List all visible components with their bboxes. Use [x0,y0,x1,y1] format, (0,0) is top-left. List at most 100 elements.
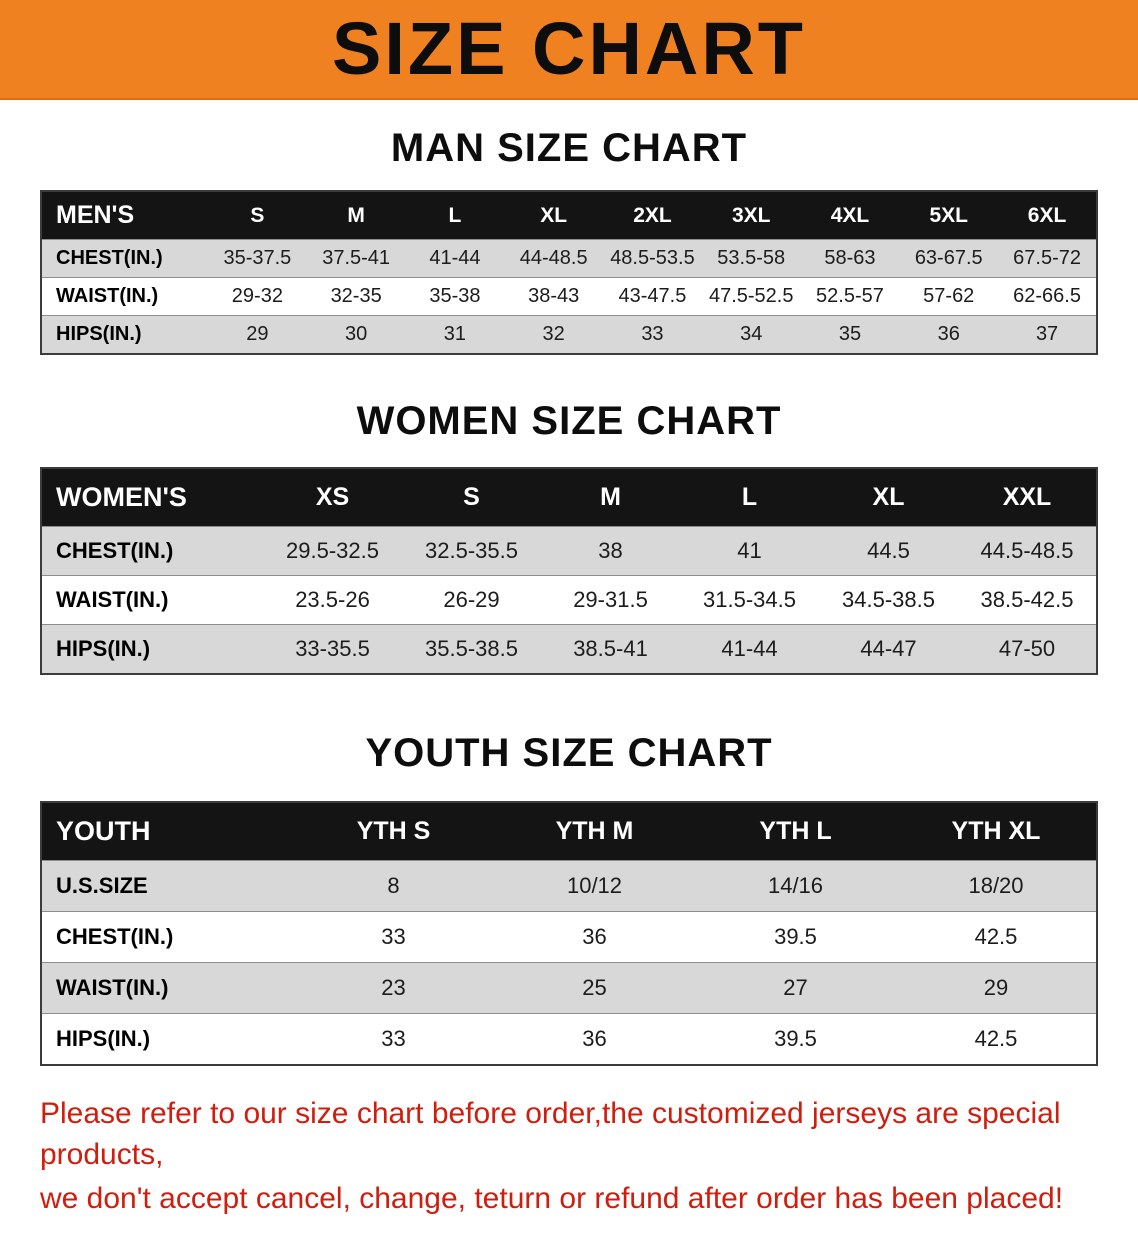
size-column-header: YTH XL [896,802,1097,861]
size-value: 63-67.5 [899,239,999,278]
men-size-table: MEN'S S M L XL 2XL 3XL 4XL 5XL 6XL CHEST(IN.) 35-3… [40,190,1098,355]
table-row: WAIST(IN.) 23 25 27 29 [41,962,1097,1014]
women-header-row: WOMEN'S XS S M L XL XXL [41,468,1097,527]
size-value: 35-37.5 [208,239,307,278]
size-value: 47.5-52.5 [701,277,801,316]
row-label: WAIST(IN.) [41,277,208,316]
row-label: HIPS(IN.) [41,1013,293,1065]
size-column-header: 4XL [800,191,900,240]
size-value: 33 [293,1013,494,1065]
size-value: 25 [494,962,695,1014]
size-value: 33-35.5 [263,624,402,674]
youth-section-heading: YOUTH SIZE CHART [365,731,773,775]
women-size-section: WOMEN SIZE CHART WOMEN'S XS S M L XL XXL CHEST… [0,401,1138,675]
youth-size-section: YOUTH SIZE CHART YOUTH YTH S YTH M YTH L YTH… [0,733,1138,1066]
table-corner-label: WOMEN'S [41,468,263,527]
size-value: 57-62 [899,277,999,316]
size-value: 37.5-41 [306,239,406,278]
size-value: 36 [494,911,695,963]
size-value: 18/20 [896,860,1097,912]
row-label: HIPS(IN.) [41,624,263,674]
size-value: 39.5 [695,1013,896,1065]
size-value: 29 [896,962,1097,1014]
size-value: 43-47.5 [603,277,702,316]
size-value: 32 [504,315,604,354]
size-value: 41 [680,526,819,576]
size-value: 44-47 [819,624,958,674]
banner-title: SIZE CHART [332,7,806,90]
size-value: 38 [541,526,680,576]
size-column-header: M [306,191,406,240]
size-value: 41-44 [405,239,505,278]
size-value: 35.5-38.5 [402,624,541,674]
row-label: CHEST(IN.) [41,239,208,278]
size-column-header: XS [263,468,402,527]
size-column-header: 2XL [603,191,702,240]
size-value: 44.5 [819,526,958,576]
size-column-header: L [405,191,505,240]
size-value: 41-44 [680,624,819,674]
size-value: 35 [800,315,900,354]
table-row: WAIST(IN.) 29-32 32-35 35-38 38-43 43-47.5 47.… [41,277,1097,316]
men-table-body: CHEST(IN.) 35-37.5 37.5-41 41-44 44-48.5 48.5… [41,239,1097,354]
size-value: 34 [701,315,801,354]
size-column-header: L [680,468,819,527]
size-value: 38-43 [504,277,604,316]
size-value: 42.5 [896,911,1097,963]
size-column-header: M [541,468,680,527]
size-value: 67.5-72 [998,239,1097,278]
size-column-header: XL [819,468,958,527]
youth-header-row: YOUTH YTH S YTH M YTH L YTH XL [41,802,1097,861]
size-column-header: S [402,468,541,527]
size-column-header: XL [504,191,604,240]
size-value: 33 [603,315,702,354]
size-column-header: 5XL [899,191,999,240]
row-label: WAIST(IN.) [41,575,263,625]
size-column-header: 3XL [701,191,801,240]
size-value: 52.5-57 [800,277,900,316]
size-value: 29-32 [208,277,307,316]
table-row: CHEST(IN.) 33 36 39.5 42.5 [41,911,1097,963]
table-corner-label: MEN'S [41,191,208,240]
size-value: 44-48.5 [504,239,604,278]
size-value: 30 [306,315,406,354]
size-value: 38.5-41 [541,624,680,674]
size-value: 31.5-34.5 [680,575,819,625]
table-row: HIPS(IN.) 29 30 31 32 33 34 35 36 37 [41,315,1097,354]
size-value: 26-29 [402,575,541,625]
women-section-heading: WOMEN SIZE CHART [356,399,782,443]
table-row: WAIST(IN.) 23.5-26 26-29 29-31.5 31.5-34.5 34… [41,575,1097,625]
size-value: 47-50 [958,624,1097,674]
size-value: 32.5-35.5 [402,526,541,576]
size-value: 37 [998,315,1097,354]
size-column-header: YTH S [293,802,494,861]
women-size-table: WOMEN'S XS S M L XL XXL CHEST(IN.) 29.5-32.5 32.… [40,467,1098,675]
size-column-header: S [208,191,307,240]
table-corner-label: YOUTH [41,802,293,861]
size-value: 48.5-53.5 [603,239,702,278]
row-label: CHEST(IN.) [41,526,263,576]
size-value: 44.5-48.5 [958,526,1097,576]
size-column-header: XXL [958,468,1097,527]
size-value: 58-63 [800,239,900,278]
size-value: 42.5 [896,1013,1097,1065]
size-value: 36 [494,1013,695,1065]
size-column-header: 6XL [998,191,1097,240]
men-size-section: MAN SIZE CHART MEN'S S M L XL 2XL 3XL 4XL 5XL 6XL… [0,128,1138,355]
youth-table-body: U.S.SIZE 8 10/12 14/16 18/20 CHEST(IN.) 33 36 39… [41,860,1097,1065]
size-value: 39.5 [695,911,896,963]
men-header-row: MEN'S S M L XL 2XL 3XL 4XL 5XL 6XL [41,191,1097,240]
women-table-body: CHEST(IN.) 29.5-32.5 32.5-35.5 38 41 44.5 44.5… [41,526,1097,674]
size-value: 27 [695,962,896,1014]
row-label: CHEST(IN.) [41,911,293,963]
size-value: 8 [293,860,494,912]
size-value: 36 [899,315,999,354]
size-value: 14/16 [695,860,896,912]
table-row: HIPS(IN.) 33-35.5 35.5-38.5 38.5-41 41-44 44-… [41,624,1097,674]
size-value: 29-31.5 [541,575,680,625]
table-row: HIPS(IN.) 33 36 39.5 42.5 [41,1013,1097,1065]
size-value: 29 [208,315,307,354]
size-value: 62-66.5 [998,277,1097,316]
youth-size-table: YOUTH YTH S YTH M YTH L YTH XL U.S.SIZE 8 10/1… [40,801,1098,1066]
size-column-header: YTH M [494,802,695,861]
